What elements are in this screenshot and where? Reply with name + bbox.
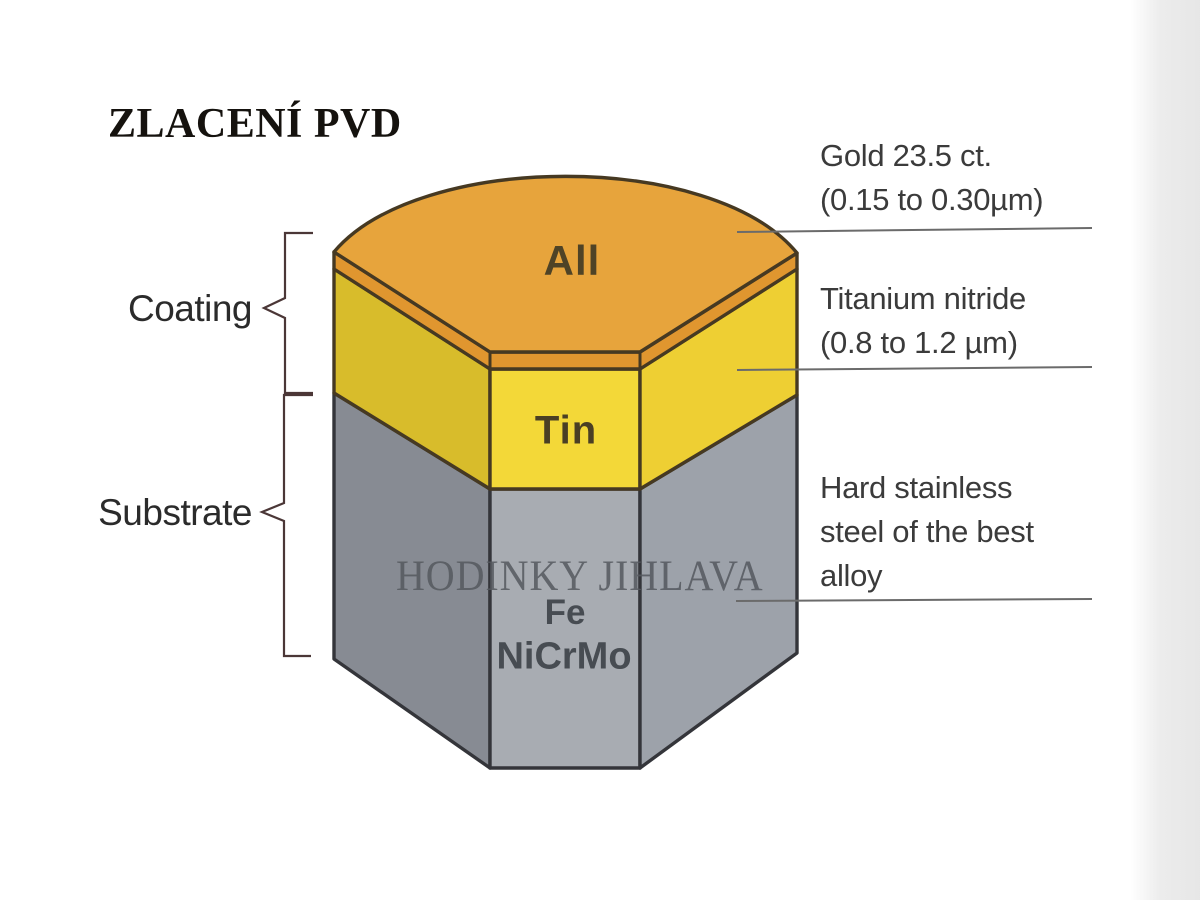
annotation-tin-line1: Titanium nitride: [820, 281, 1026, 316]
gold-layer-label: All: [543, 237, 601, 284]
annotation-gold: Gold 23.5 ct. (0.15 to 0.30µm): [820, 134, 1130, 222]
annotation-gold-line1: Gold 23.5 ct.: [820, 138, 992, 173]
watermark: HODINKY JIHLAVA: [396, 553, 764, 600]
annotation-tin-line2: (0.8 to 1.2 µm): [820, 325, 1018, 360]
leader-line-tin: [736, 366, 1093, 371]
annotation-gold-line2: (0.15 to 0.30µm): [820, 182, 1044, 217]
coating-bracket: [261, 231, 313, 395]
annotation-tin: Titanium nitride (0.8 to 1.2 µm): [820, 277, 1130, 365]
annotation-steel-line1: Hard stainless: [820, 470, 1013, 505]
leader-line-gold: [736, 227, 1093, 233]
page-title: ZLACENÍ PVD: [108, 101, 402, 147]
annotation-steel-line3: alloy: [820, 558, 883, 593]
coating-label: Coating: [127, 288, 253, 329]
leader-line-steel: [735, 598, 1093, 602]
steel-layer-label-fe: Fe: [544, 593, 586, 632]
substrate-bracket: [259, 393, 313, 658]
gold-top-face: [332, 174, 799, 354]
annotation-steel: Hard stainless steel of the best alloy: [820, 466, 1130, 598]
scan-page-edge: [1130, 0, 1200, 900]
steel-layer-label-nicrmo: NiCrMo: [496, 635, 632, 678]
substrate-label: Substrate: [98, 492, 252, 533]
annotation-steel-line2: steel of the best: [820, 514, 1034, 549]
tin-layer-label: Tin: [534, 408, 598, 453]
